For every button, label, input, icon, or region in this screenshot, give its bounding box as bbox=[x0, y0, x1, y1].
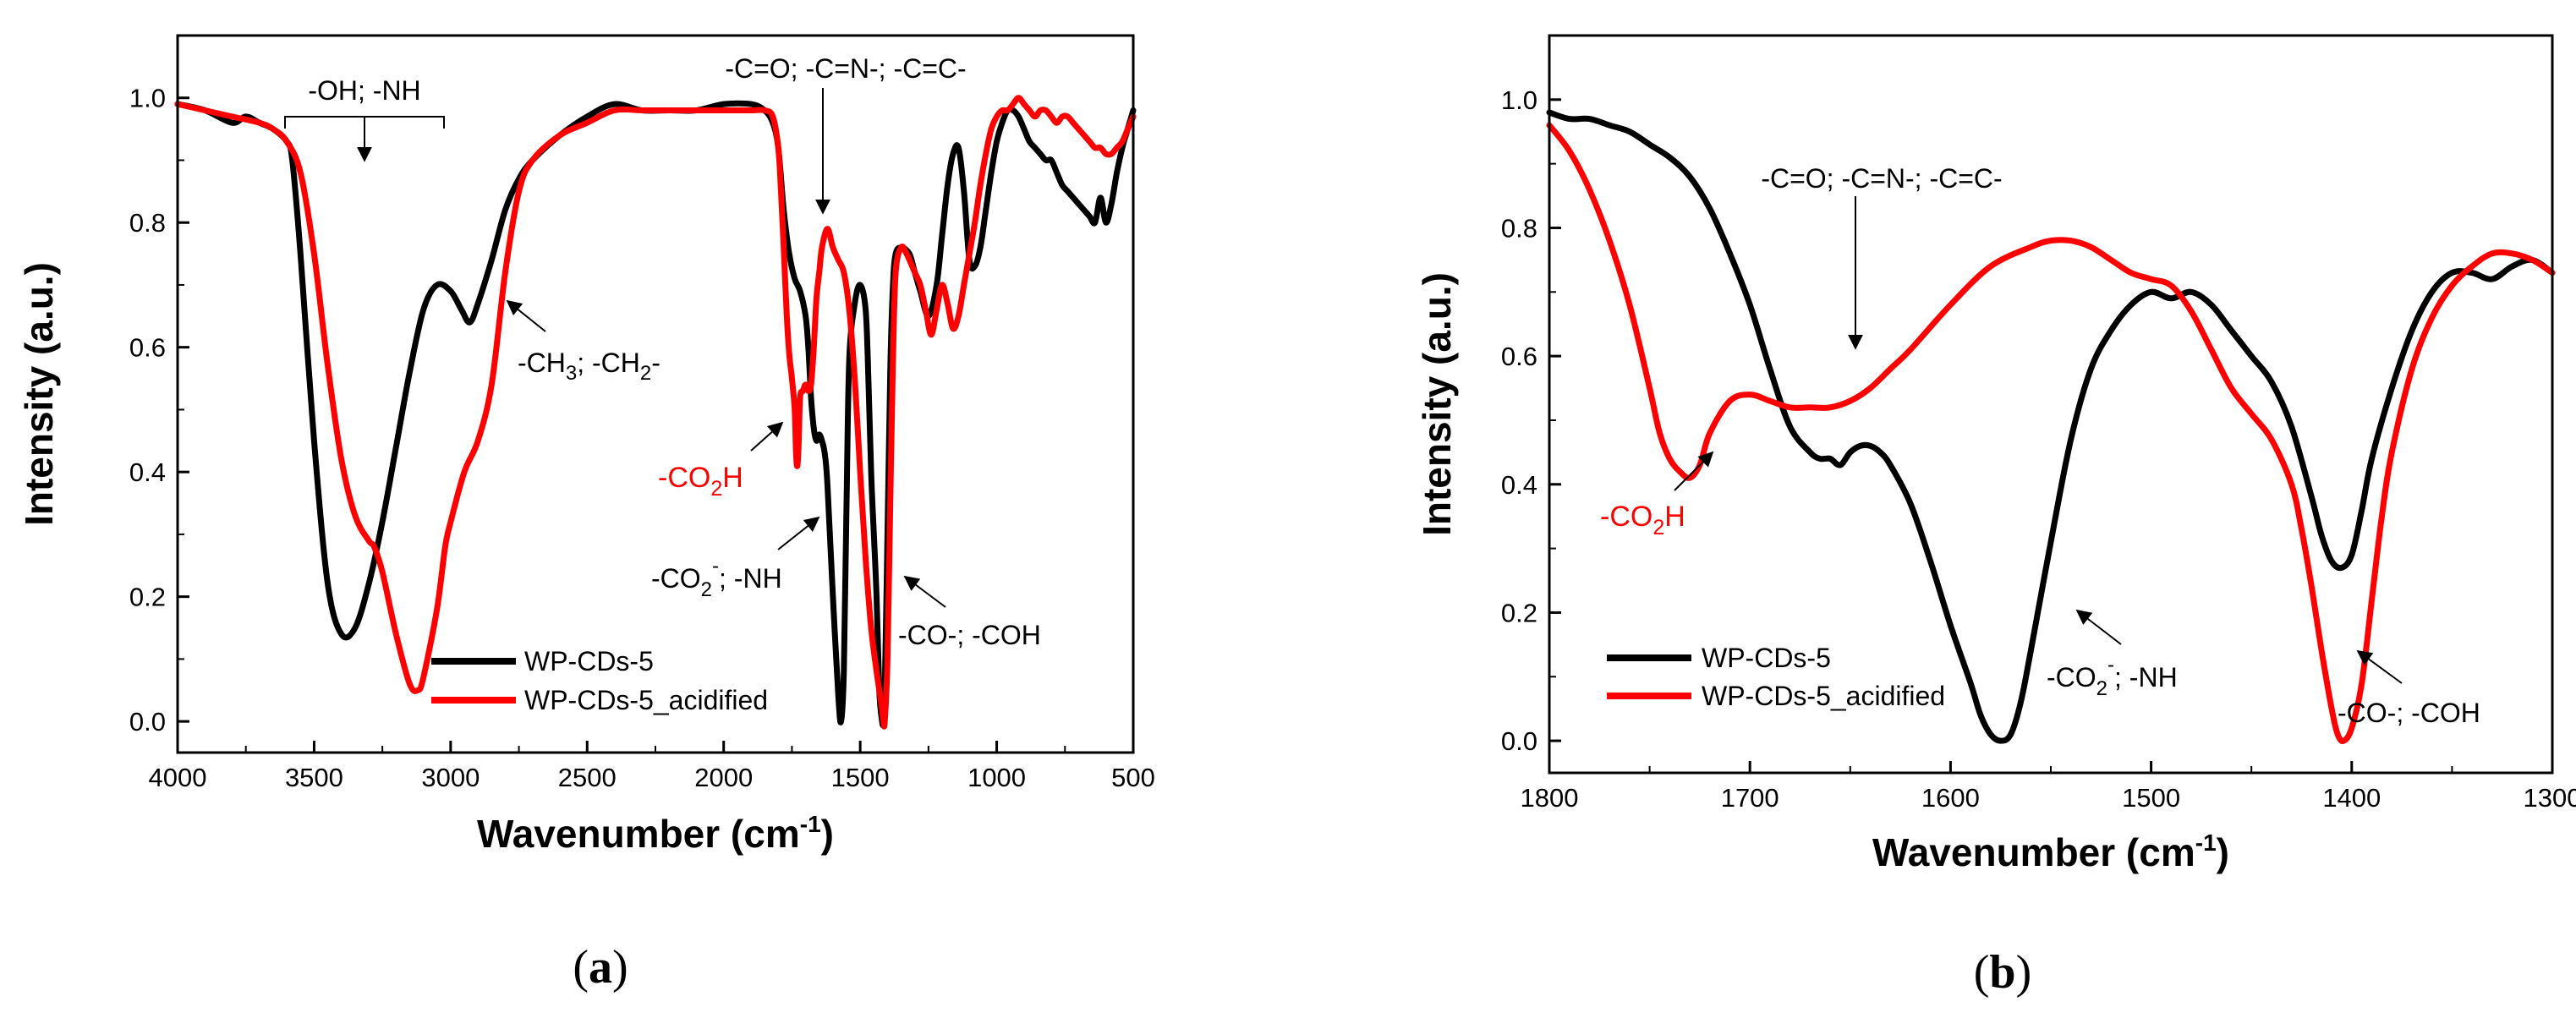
panel-a-x-tick-label: 2500 bbox=[558, 763, 617, 792]
legend-label-wp-cds-5-acidified: WP-CDs-5_acidified bbox=[1702, 681, 1945, 711]
panel-b-series-line-wp-cds-5 bbox=[1546, 109, 2556, 744]
legend-label-wp-cds-5-acidified: WP-CDs-5_acidified bbox=[524, 685, 768, 715]
panel-b-x-tick-label: 1400 bbox=[2322, 783, 2381, 813]
panel-a-xlabel: Wavenumber (cm-1) bbox=[477, 811, 834, 856]
panel-a-series-line-wp-cds-5-acidified bbox=[174, 95, 1137, 730]
co2h-arrow bbox=[750, 421, 784, 452]
legend-label-wp-cds-5: WP-CDs-5 bbox=[1702, 643, 1831, 673]
panel-b-x-tick-label: 1800 bbox=[1521, 783, 1579, 813]
panel-b-x-tick-label: 1700 bbox=[1721, 783, 1779, 813]
ch-label: -CH3; -CH2- bbox=[518, 348, 660, 385]
co2h-label: -CO2H bbox=[658, 462, 743, 501]
panel-b-y-tick-label: 1.0 bbox=[1501, 85, 1537, 115]
co-coh-arrow bbox=[903, 575, 946, 608]
panel-a-annotations: -OH; -NH -CH3; -CH2- -C=O; -C=N-; -C=C- … bbox=[284, 53, 1041, 650]
panel-a-x-tick-label: 1000 bbox=[967, 763, 1026, 792]
panel-b-y-tick-label: 0.0 bbox=[1501, 726, 1537, 756]
panel-a-series bbox=[174, 95, 1137, 730]
panel-a-series-line-wp-cds-5 bbox=[174, 100, 1137, 729]
panel-a-x-tick-label: 3000 bbox=[421, 763, 480, 792]
panel-a-x-tick-label: 1500 bbox=[831, 763, 890, 792]
panel-b-y-tick-label: 0.6 bbox=[1501, 342, 1537, 371]
panel-a-x-tick-label: 500 bbox=[1111, 763, 1155, 792]
ch-arrow bbox=[506, 299, 546, 332]
panel-a-ylabel: Intensity (a.u.) bbox=[17, 262, 61, 526]
oh-nh-label: -OH; -NH bbox=[308, 75, 420, 106]
panel-b-y-tick-label: 0.4 bbox=[1501, 470, 1537, 500]
panel-b: 1800 1700 1600 1500 1400 1300 0.0 0.2 0.4 0.6 0.8 1… bbox=[1415, 34, 2576, 999]
panel-a-y-tick-label: 0.2 bbox=[129, 583, 166, 612]
panel-a: 4000 3500 3000 2500 2000 1500 1000 500 0.0 0.2 0.4… bbox=[17, 34, 1155, 994]
panel-a-y-tick-label: 0.0 bbox=[129, 707, 166, 736]
co-coh-label: -CO-; -COH bbox=[2338, 698, 2480, 728]
panel-b-x-tick-label: 1600 bbox=[1921, 783, 1980, 813]
panel-a-x-tick-label: 4000 bbox=[149, 763, 207, 792]
panel-a-legend: WP-CDs-5 WP-CDs-5_acidified bbox=[431, 646, 768, 715]
co2h-label: -CO2H bbox=[1600, 501, 1685, 539]
panel-b-y-tick-label: 0.8 bbox=[1501, 213, 1537, 243]
panel-a-x-tick-label: 3500 bbox=[285, 763, 343, 792]
panel-b-x-tick-label: 1300 bbox=[2524, 783, 2576, 813]
panel-b-legend: WP-CDs-5 WP-CDs-5_acidified bbox=[1607, 643, 1945, 711]
co-cn-cc-label: -C=O; -C=N-; -C=C- bbox=[725, 53, 966, 84]
panel-b-y-tick-label: 0.2 bbox=[1501, 598, 1537, 627]
co-cn-cc-label: -C=O; -C=N-; -C=C- bbox=[1761, 163, 2002, 194]
panel-b-annotations: -C=O; -C=N-; -C=C- -CO2H -CO2-; -NH -CO-… bbox=[1600, 163, 2480, 728]
panel-b-label: (b) bbox=[1974, 946, 2031, 999]
co-coh-arrow bbox=[2356, 649, 2403, 684]
panel-b-series bbox=[1546, 109, 2556, 744]
panel-a-y-tick-label: 0.4 bbox=[129, 457, 166, 487]
co2h-arrow bbox=[1674, 451, 1714, 491]
co2-nh-arrow bbox=[777, 516, 820, 550]
co2-nh-arrow bbox=[2075, 609, 2122, 645]
panel-b-x-tick-label: 1500 bbox=[2122, 783, 2180, 813]
panel-a-y-tick-label: 1.0 bbox=[129, 84, 166, 113]
panel-b-series-line-wp-cds-5-acidified bbox=[1546, 122, 2556, 744]
co-coh-label: -CO-; -COH bbox=[898, 620, 1041, 650]
co2-nh-label: -CO2-; -NH bbox=[2047, 654, 2178, 700]
legend-label-wp-cds-5: WP-CDs-5 bbox=[524, 646, 654, 676]
panel-a-y-tick-label: 0.8 bbox=[129, 208, 166, 238]
co2-nh-label: -CO2-; -NH bbox=[651, 555, 782, 601]
panel-a-x-tick-label: 2000 bbox=[694, 763, 753, 792]
panel-b-xlabel: Wavenumber (cm-1) bbox=[1872, 830, 2229, 874]
panel-b-ylabel: Intensity (a.u.) bbox=[1415, 272, 1459, 536]
panel-a-y-tick-label: 0.6 bbox=[129, 333, 166, 363]
panel-a-label: (a) bbox=[573, 941, 628, 994]
